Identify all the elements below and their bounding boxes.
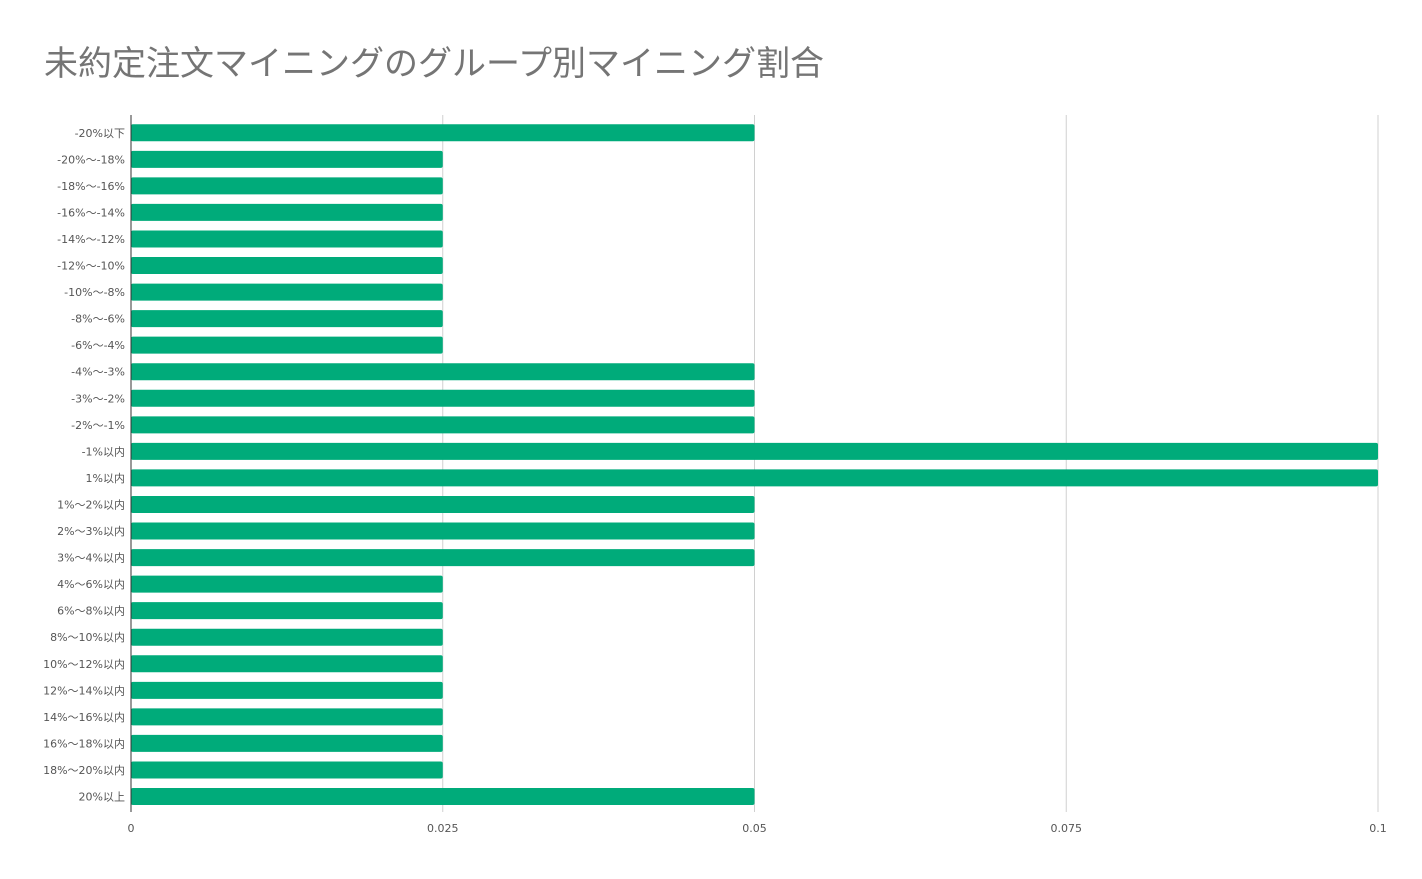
category-label: 20%以上	[79, 791, 125, 804]
category-labels: -20%以下 -20%〜-18% -18%〜-16% -16%〜-14% -14%〜-1…	[43, 127, 125, 804]
bar	[131, 522, 755, 540]
category-label: -14%〜-12%	[57, 233, 125, 246]
category-label: 6%〜8%以内	[57, 604, 125, 618]
bar	[131, 124, 755, 142]
category-label: 3%〜4%以内	[57, 551, 125, 565]
category-label: -10%〜-8%	[64, 286, 125, 299]
bar	[131, 230, 443, 248]
category-label: 1%〜2%以内	[57, 497, 125, 511]
x-tick-label: 0	[128, 822, 135, 835]
category-label: -6%〜-4%	[71, 339, 125, 352]
category-label: -4%〜-3%	[71, 366, 125, 379]
bar	[131, 655, 443, 673]
bar	[131, 495, 755, 513]
bar	[131, 336, 443, 354]
category-label: -8%〜-6%	[71, 313, 125, 326]
bar	[131, 575, 443, 593]
bars	[131, 124, 1378, 806]
category-label: 10%〜12%以内	[43, 657, 125, 671]
category-label: 12%〜14%以内	[43, 683, 125, 697]
bar	[131, 416, 755, 434]
bar	[131, 283, 443, 301]
bar	[131, 363, 755, 381]
category-label: -3%〜-2%	[71, 392, 125, 405]
bar	[131, 628, 443, 646]
category-label: 4%〜6%以内	[57, 577, 125, 591]
bar	[131, 257, 443, 275]
category-label: 8%〜10%以内	[50, 630, 125, 644]
chart-title: 未約定注文マイニングのグループ別マイニング割合	[44, 44, 824, 84]
bar	[131, 602, 443, 620]
bar	[131, 549, 755, 567]
x-tick-label: 0.025	[427, 822, 459, 835]
bar	[131, 734, 443, 752]
bar	[131, 150, 443, 168]
bar	[131, 469, 1378, 487]
category-label: -16%〜-14%	[57, 206, 125, 219]
category-label: -2%〜-1%	[71, 419, 125, 432]
category-label: -20%〜-18%	[57, 153, 125, 166]
bar	[131, 177, 443, 195]
bar	[131, 708, 443, 726]
category-label: -20%以下	[75, 127, 125, 140]
category-label: -12%〜-10%	[57, 260, 125, 273]
bar	[131, 442, 1378, 460]
bar	[131, 681, 443, 699]
category-label: 2%〜3%以内	[57, 524, 125, 538]
category-label: 16%〜18%以内	[43, 736, 125, 750]
bar	[131, 389, 755, 407]
category-label: 18%〜20%以内	[43, 763, 125, 777]
gridlines	[442, 115, 1379, 812]
x-tick-label: 0.05	[742, 822, 767, 835]
x-tick-labels: 0 0.025 0.05 0.075 0.1	[128, 822, 1387, 835]
x-tick-label: 0.1	[1369, 822, 1387, 835]
bar	[131, 788, 755, 806]
category-label: 1%以内	[86, 471, 125, 485]
bar	[131, 761, 443, 779]
bar	[131, 310, 443, 328]
x-tick-label: 0.075	[1051, 822, 1083, 835]
category-label: 14%〜16%以内	[43, 710, 125, 724]
category-label: -18%〜-16%	[57, 180, 125, 193]
bar	[131, 203, 443, 221]
category-label: -1%以内	[82, 444, 125, 458]
